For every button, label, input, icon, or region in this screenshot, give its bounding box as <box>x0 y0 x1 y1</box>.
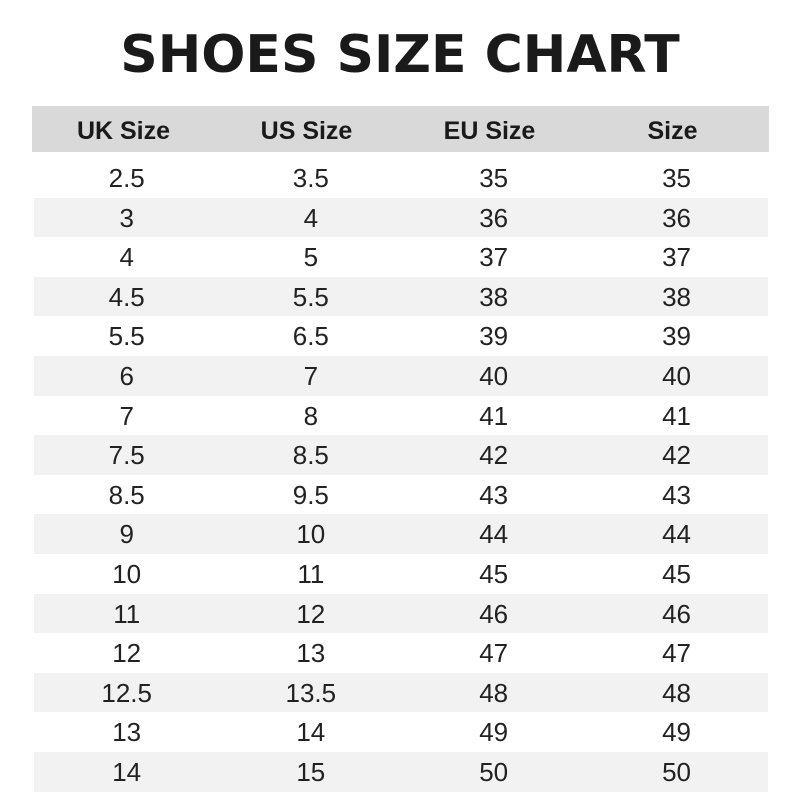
column-header: UK Size <box>76 117 171 145</box>
table-row: 4.5 5.5 38 38 <box>34 276 768 317</box>
table-cell: 43 <box>662 479 692 510</box>
table-cell: 45 <box>662 558 692 589</box>
table-cell: 5 <box>303 242 319 273</box>
table-cell: 4 <box>303 202 319 233</box>
table-header: UK Size US Size EU Size Size <box>32 106 769 152</box>
table-cell: 39 <box>662 321 692 352</box>
table-cell: 36 <box>662 202 692 233</box>
table-cell: 45 <box>479 558 509 589</box>
table-cell: 13 <box>112 717 142 748</box>
table-cell: 48 <box>662 677 692 708</box>
table-cell: 13.5 <box>285 677 337 708</box>
table-row: 7.5 8.5 42 42 <box>34 435 768 475</box>
table-cell: 2.5 <box>108 163 145 193</box>
table-row: 14 15 50 50 <box>34 751 768 792</box>
table-cell: 7 <box>303 360 319 391</box>
table-row: 12.5 13.5 48 48 <box>34 672 768 713</box>
table-row: 3 4 36 36 <box>34 197 768 238</box>
table-cell: 44 <box>479 519 509 550</box>
table-cell: 12 <box>296 598 326 629</box>
table-cell: 10 <box>112 558 142 589</box>
table-cell: 40 <box>479 360 509 391</box>
table-cell: 6 <box>119 360 134 391</box>
table-row: 8.5 9.5 43 43 <box>34 475 768 515</box>
table-row: 2.5 3.5 35 35 <box>34 158 768 198</box>
table-cell: 9.5 <box>292 479 329 510</box>
table-cell: 14 <box>296 717 326 748</box>
table-cell: 40 <box>662 360 692 391</box>
table-row: 13 14 49 49 <box>34 712 768 752</box>
table-cell: 8.5 <box>292 440 329 471</box>
table-cell: 11 <box>297 558 325 589</box>
table-cell: 42 <box>479 440 509 471</box>
table-cell: 42 <box>662 440 692 471</box>
table-cell: 49 <box>662 717 692 748</box>
table-row: 9 10 44 44 <box>34 514 768 554</box>
table-cell: 7.5 <box>108 440 145 471</box>
table-row: 4 5 37 37 <box>34 237 768 277</box>
column-header: Size <box>647 117 698 145</box>
table-row: 7 8 41 41 <box>34 396 768 436</box>
table-cell: 43 <box>479 479 509 510</box>
column-header: US Size <box>260 117 353 145</box>
table-cell: 37 <box>479 242 509 273</box>
table-cell: 5.5 <box>292 281 329 312</box>
table-row: 5.5 6.5 39 39 <box>34 316 768 356</box>
table-cell: 39 <box>479 321 509 352</box>
table-cell: 14 <box>112 756 142 787</box>
table-cell: 50 <box>479 756 509 787</box>
table-cell: 37 <box>662 242 692 273</box>
table-cell: 36 <box>479 202 509 233</box>
table-cell: 15 <box>296 756 326 787</box>
table-cell: 46 <box>662 598 692 629</box>
table-row: 12 13 47 47 <box>34 633 768 673</box>
table-cell: 47 <box>479 638 509 669</box>
table-cell: 49 <box>479 717 509 748</box>
table-cell: 46 <box>479 598 509 629</box>
table-cell: 44 <box>662 519 692 550</box>
table-row: 6 7 40 40 <box>34 355 768 396</box>
table-cell: 4.5 <box>108 281 145 312</box>
table-cell: 12.5 <box>101 677 152 708</box>
table-cell: 48 <box>479 677 509 708</box>
table-row: 11 12 46 46 <box>34 593 768 634</box>
table-cell: 12 <box>112 638 142 669</box>
table-cell: 35 <box>479 163 509 193</box>
table-cell: 6.5 <box>292 321 329 352</box>
table-cell: 9 <box>119 519 134 550</box>
table-cell: 8.5 <box>108 479 145 510</box>
table-cell: 35 <box>662 163 692 193</box>
table-cell: 11 <box>113 598 141 629</box>
table-row: 10 11 45 45 <box>34 554 768 594</box>
table-cell: 3 <box>119 202 134 233</box>
table-cell: 10 <box>296 519 326 550</box>
table-cell: 41 <box>662 400 692 431</box>
table-cell: 50 <box>662 756 692 787</box>
table-body: 2.5 3.5 35 35 3 4 36 36 4 5 37 37 4.5 5.5 38 38 5.5 6.5 39… <box>34 158 768 792</box>
table-cell: 38 <box>662 281 692 312</box>
table-cell: 38 <box>479 281 509 312</box>
table-cell: 8 <box>303 400 319 431</box>
table-cell: 13 <box>296 638 326 669</box>
table-cell: 4 <box>119 242 134 273</box>
table-cell: 41 <box>479 400 509 431</box>
column-header: EU Size <box>443 117 536 145</box>
table-cell: 47 <box>662 638 692 669</box>
table-cell: 7 <box>119 400 134 431</box>
chart-title: SHOES SIZE CHART <box>120 25 680 85</box>
table-cell: 5.5 <box>108 321 145 352</box>
table-cell: 3.5 <box>292 163 329 193</box>
